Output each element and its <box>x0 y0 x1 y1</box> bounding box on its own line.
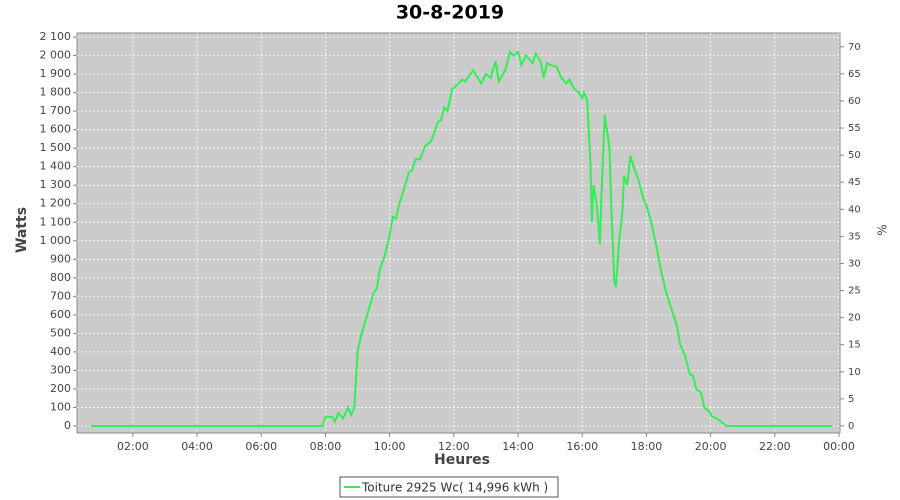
y-tick-label: 700 <box>50 289 71 302</box>
y-tick-label: 1 100 <box>40 215 72 228</box>
y-tick-label: 1 400 <box>40 160 72 173</box>
y-tick-label: 1 700 <box>40 104 72 117</box>
y-tick-label: 100 <box>50 400 71 413</box>
x-tick-label: 02:00 <box>117 440 149 453</box>
y2-tick-label: 65 <box>848 69 861 80</box>
x-tick-label: 00:00 <box>823 440 855 453</box>
x-tick-label: 18:00 <box>631 440 663 453</box>
y-tick-label: 500 <box>50 326 71 339</box>
plot-area <box>76 32 841 434</box>
y2-tick-label: 0 <box>848 421 854 432</box>
x-tick-label: 08:00 <box>310 440 342 453</box>
y2-tick-label: 30 <box>848 258 861 269</box>
legend-box <box>339 476 559 498</box>
y-tick-label: 1 200 <box>40 197 72 210</box>
x-tick-label: 20:00 <box>695 440 727 453</box>
y2-tick-label: 55 <box>848 123 861 134</box>
y-tick-label: 600 <box>50 308 71 321</box>
x-tick-label: 04:00 <box>181 440 213 453</box>
y2-tick-label: 70 <box>848 42 861 53</box>
y2-tick-label: 45 <box>848 177 861 188</box>
y-tick-label: 800 <box>50 271 71 284</box>
legend-label: Toiture 2925 Wc( 14,996 kWh ) <box>361 481 548 495</box>
y2-tick-label: 60 <box>848 96 861 107</box>
y-tick-label: 200 <box>50 382 71 395</box>
y-tick-label: 300 <box>50 363 71 376</box>
legend: Toiture 2925 Wc( 14,996 kWh ) <box>339 476 559 498</box>
y-tick-label: 2 000 <box>40 49 72 62</box>
y-axis-label: Watts <box>14 207 30 253</box>
y2-tick-label: 35 <box>848 231 861 242</box>
y2-tick-label: 10 <box>848 367 861 378</box>
y2-axis-label: % <box>876 224 890 235</box>
chart-title: 30-8-2019 <box>396 2 504 24</box>
x-axis-label: Heures <box>434 452 490 468</box>
x-tick-label: 14:00 <box>502 440 534 453</box>
y2-tick-label: 20 <box>848 313 861 324</box>
y2-tick-label: 15 <box>848 340 861 351</box>
line-series <box>91 49 833 427</box>
x-tick-label: 16:00 <box>566 440 598 453</box>
y-tick-label: 1 900 <box>40 67 72 80</box>
y-tick-label: 900 <box>50 252 71 265</box>
y-tick-label: 1 300 <box>40 178 72 191</box>
x-tick-label: 22:00 <box>759 440 791 453</box>
y-tick-label: 0 <box>64 419 71 432</box>
y-tick-label: 1 600 <box>40 123 72 136</box>
y-tick-label: 2 100 <box>40 30 72 43</box>
y2-tick-label: 50 <box>848 150 861 161</box>
y2-tick-label: 25 <box>848 286 861 297</box>
x-tick-label: 06:00 <box>245 440 277 453</box>
y-tick-label: 400 <box>50 345 71 358</box>
y2-tick-label: 40 <box>848 204 861 215</box>
y-tick-label: 1 800 <box>40 86 72 99</box>
x-tick-label: 12:00 <box>438 440 470 453</box>
y-tick-label: 1 500 <box>40 141 72 154</box>
y-tick-label: 1 000 <box>40 234 72 247</box>
x-tick-label: 10:00 <box>374 440 406 453</box>
y2-tick-label: 5 <box>848 394 854 405</box>
